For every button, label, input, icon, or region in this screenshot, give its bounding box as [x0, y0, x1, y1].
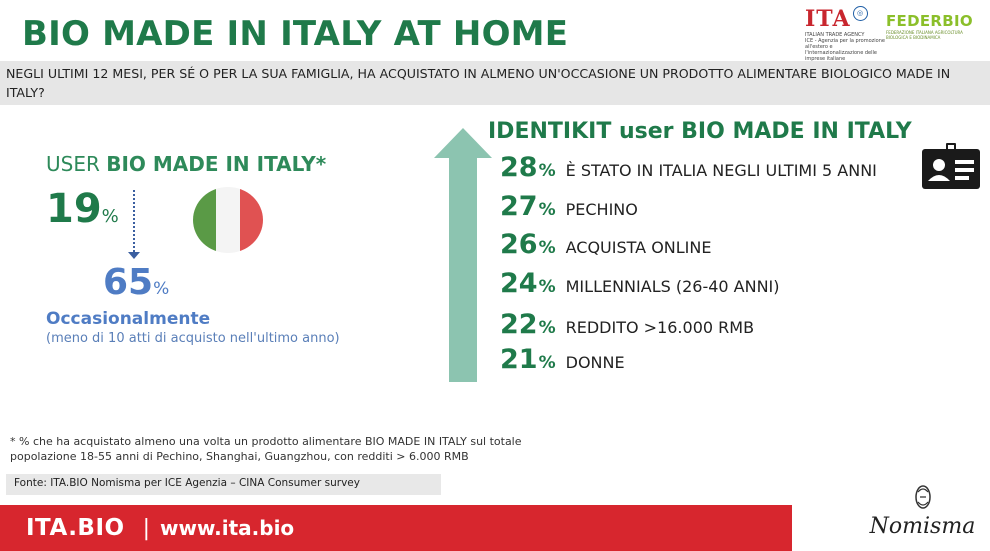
footer-bar: ITA.BIO | www.ita.bio [0, 505, 792, 551]
flag-green-stripe [193, 187, 217, 253]
nomisma-logo: Nomisma [860, 484, 985, 546]
stat-value: 21 [500, 344, 538, 375]
nomisma-logo-word: Nomisma [869, 514, 976, 539]
main-percentage-unit: % [101, 206, 119, 227]
federbio-logo-word: FEDERBIO [886, 12, 973, 30]
occasional-percentage: 65% [103, 262, 169, 303]
federbio-logo-tagline: FEDERAZIONE ITALIANA AGRICOLTURA BIOLOGI… [886, 30, 963, 40]
ita-logo-line2: ICE - Agenzia per la promozione all'este… [805, 38, 885, 62]
flag-red-stripe [239, 187, 263, 253]
page-title: BIO MADE IN ITALY AT HOME [22, 14, 569, 54]
footer-brand: ITA.BIO [26, 515, 125, 541]
stat-label: DONNE [565, 353, 625, 372]
stat-item: 28% È STATO IN ITALIA NEGLI ULTIMI 5 ANNI [500, 152, 877, 183]
ita-logo-word: ITA [805, 6, 851, 32]
id-card-icon [922, 143, 980, 189]
stat-item: 22% REDDITO >16.000 RMB [500, 309, 754, 340]
occasional-percentage-value: 65 [103, 262, 154, 303]
footer-url-link[interactable]: www.ita.bio [160, 516, 295, 540]
stat-unit: % [538, 200, 556, 220]
stat-value: 24 [500, 268, 538, 299]
flag-white-stripe [216, 187, 240, 253]
ita-logo-line1: ITALIAN TRADE AGENCY [805, 32, 865, 38]
footer-separator: | [142, 515, 150, 541]
stat-label: È STATO IN ITALIA NEGLI ULTIMI 5 ANNI [565, 161, 877, 180]
up-arrow-icon [434, 128, 492, 382]
identikit-title: IDENTIKIT user BIO MADE IN ITALY [488, 119, 912, 144]
stat-unit: % [538, 161, 556, 181]
occasional-percentage-unit: % [153, 279, 170, 299]
italian-flag-icon [193, 187, 263, 253]
stat-value: 27 [500, 191, 538, 222]
stat-label: ACQUISTA ONLINE [565, 238, 712, 257]
stat-label: REDDITO >16.000 RMB [565, 318, 755, 337]
stat-label: MILLENNIALS (26-40 ANNI) [565, 277, 780, 296]
occasional-label: Occasionalmente [46, 309, 211, 329]
stat-unit: % [538, 277, 556, 297]
occasional-note: (meno di 10 atti di acquisto nell'ultimo… [46, 331, 340, 346]
stat-unit: % [538, 353, 556, 373]
question-text: NEGLI ULTIMI 12 MESI, PER SÉ O PER LA SU… [6, 66, 951, 100]
dotted-arrow-line [133, 190, 135, 256]
nomisma-emblem-icon [914, 485, 931, 509]
main-percentage: 19% [46, 186, 119, 232]
stat-item: 21% DONNE [500, 344, 625, 375]
footnote: * % che ha acquistato almeno una volta u… [10, 435, 522, 463]
user-heading: USER BIO MADE IN ITALY* [46, 152, 326, 176]
stat-unit: % [538, 238, 556, 258]
user-heading-bold: BIO MADE IN ITALY* [106, 152, 327, 176]
stat-label: PECHINO [565, 200, 638, 219]
stat-item: 24% MILLENNIALS (26-40 ANNI) [500, 268, 780, 299]
stat-unit: % [538, 318, 556, 338]
ita-logo-emblem-icon: ◎ [852, 6, 868, 21]
stat-item: 26% ACQUISTA ONLINE [500, 229, 711, 260]
arrow-down-icon [128, 252, 140, 259]
stat-item: 27% PECHINO [500, 191, 638, 222]
ita-logo: ITA ◎ ITALIAN TRADE AGENCY ICE - Agenzia … [805, 6, 885, 62]
stat-value: 26 [500, 229, 538, 260]
main-percentage-value: 19 [46, 186, 102, 232]
source-note: Fonte: ITA.BIO Nomisma per ICE Agenzia –… [6, 474, 441, 495]
question-band: NEGLI ULTIMI 12 MESI, PER SÉ O PER LA SU… [0, 61, 990, 105]
user-heading-prefix: USER [46, 152, 107, 176]
federbio-logo: FEDERBIO FEDERAZIONE ITALIANA AGRICOLTUR… [886, 12, 986, 40]
stat-value: 28 [500, 152, 538, 183]
stat-value: 22 [500, 309, 538, 340]
